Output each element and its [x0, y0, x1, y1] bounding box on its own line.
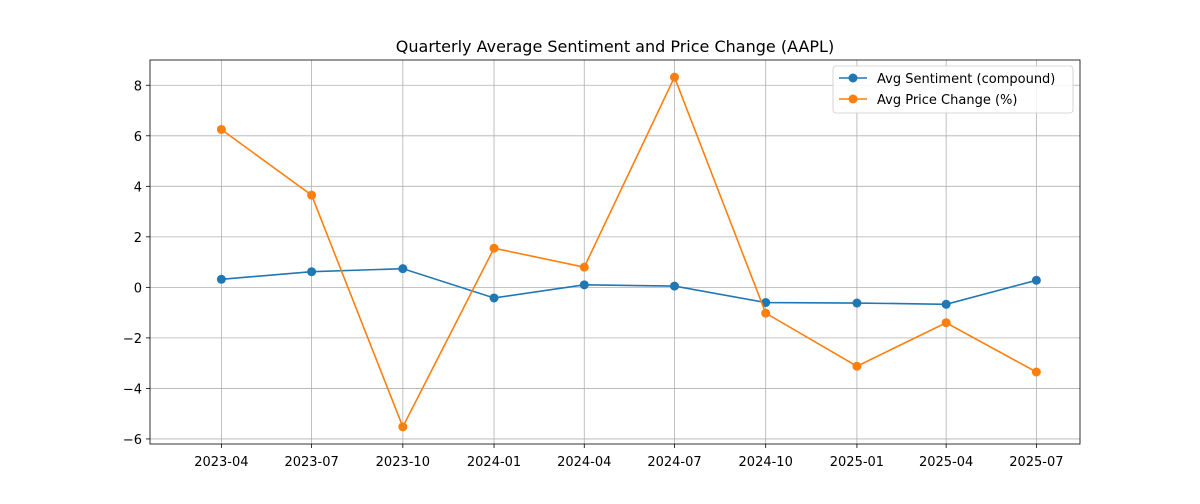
- data-point: [579, 262, 589, 272]
- data-point: [216, 124, 226, 134]
- axes: 2023-04 2023-07 2023-10 2024-01 2024-04 2024-…: [123, 59, 1081, 470]
- data-point: [489, 293, 499, 303]
- data-point: [941, 299, 951, 309]
- grid-lines: [150, 60, 1080, 444]
- y-tick-label: 2: [134, 231, 142, 246]
- x-tick-label: 2024-07: [647, 455, 701, 470]
- data-point: [307, 267, 317, 277]
- legend-label: Avg Sentiment (compound): [877, 72, 1055, 87]
- data-point: [489, 243, 499, 253]
- x-tick-label: 2025-07: [1009, 455, 1063, 470]
- legend-marker: [848, 94, 858, 104]
- x-tick-label: 2023-04: [194, 455, 248, 470]
- data-point: [1031, 275, 1041, 285]
- x-tick-label: 2025-04: [919, 455, 973, 470]
- data-point: [941, 318, 951, 328]
- data-point: [761, 308, 771, 318]
- legend-marker: [848, 73, 858, 83]
- series-line: [221, 267, 1037, 306]
- data-point: [216, 274, 226, 284]
- legend-box: [832, 65, 1074, 114]
- chart-title: Quarterly Average Sentiment and Price Ch…: [396, 37, 834, 56]
- series-2: [216, 72, 1041, 432]
- x-tick-label: 2023-10: [376, 455, 430, 470]
- x-tick-label: 2023-07: [284, 455, 338, 470]
- y-tick-label: −4: [123, 382, 142, 397]
- x-tick-label: 2024-10: [739, 455, 793, 470]
- data-point: [398, 422, 408, 432]
- data-point: [852, 361, 862, 371]
- data-point: [761, 298, 771, 308]
- y-tick-label: −2: [123, 332, 142, 347]
- series-line: [220, 75, 1037, 429]
- plot-frame: [149, 59, 1081, 445]
- series-1: [216, 264, 1041, 309]
- legend-label: Avg Price Change (%): [877, 93, 1017, 108]
- y-tick-label: 0: [134, 281, 142, 296]
- y-tick-label: −6: [123, 433, 142, 448]
- x-tick-label: 2024-01: [467, 455, 521, 470]
- y-tick-label: 6: [134, 130, 142, 145]
- series-layer: [216, 72, 1041, 432]
- x-tick-label: 2025-01: [830, 455, 884, 470]
- data-point: [398, 264, 408, 274]
- y-tick-label: 8: [134, 79, 142, 94]
- data-point: [579, 280, 589, 290]
- data-point: [852, 298, 862, 308]
- y-tick-label: 4: [134, 180, 142, 195]
- legend: Avg Sentiment (compound) Avg Price Change…: [832, 65, 1074, 114]
- x-tick-label: 2024-04: [557, 455, 611, 470]
- data-point: [669, 72, 679, 82]
- data-point: [669, 281, 679, 291]
- data-point: [1031, 367, 1041, 377]
- data-point: [307, 190, 317, 200]
